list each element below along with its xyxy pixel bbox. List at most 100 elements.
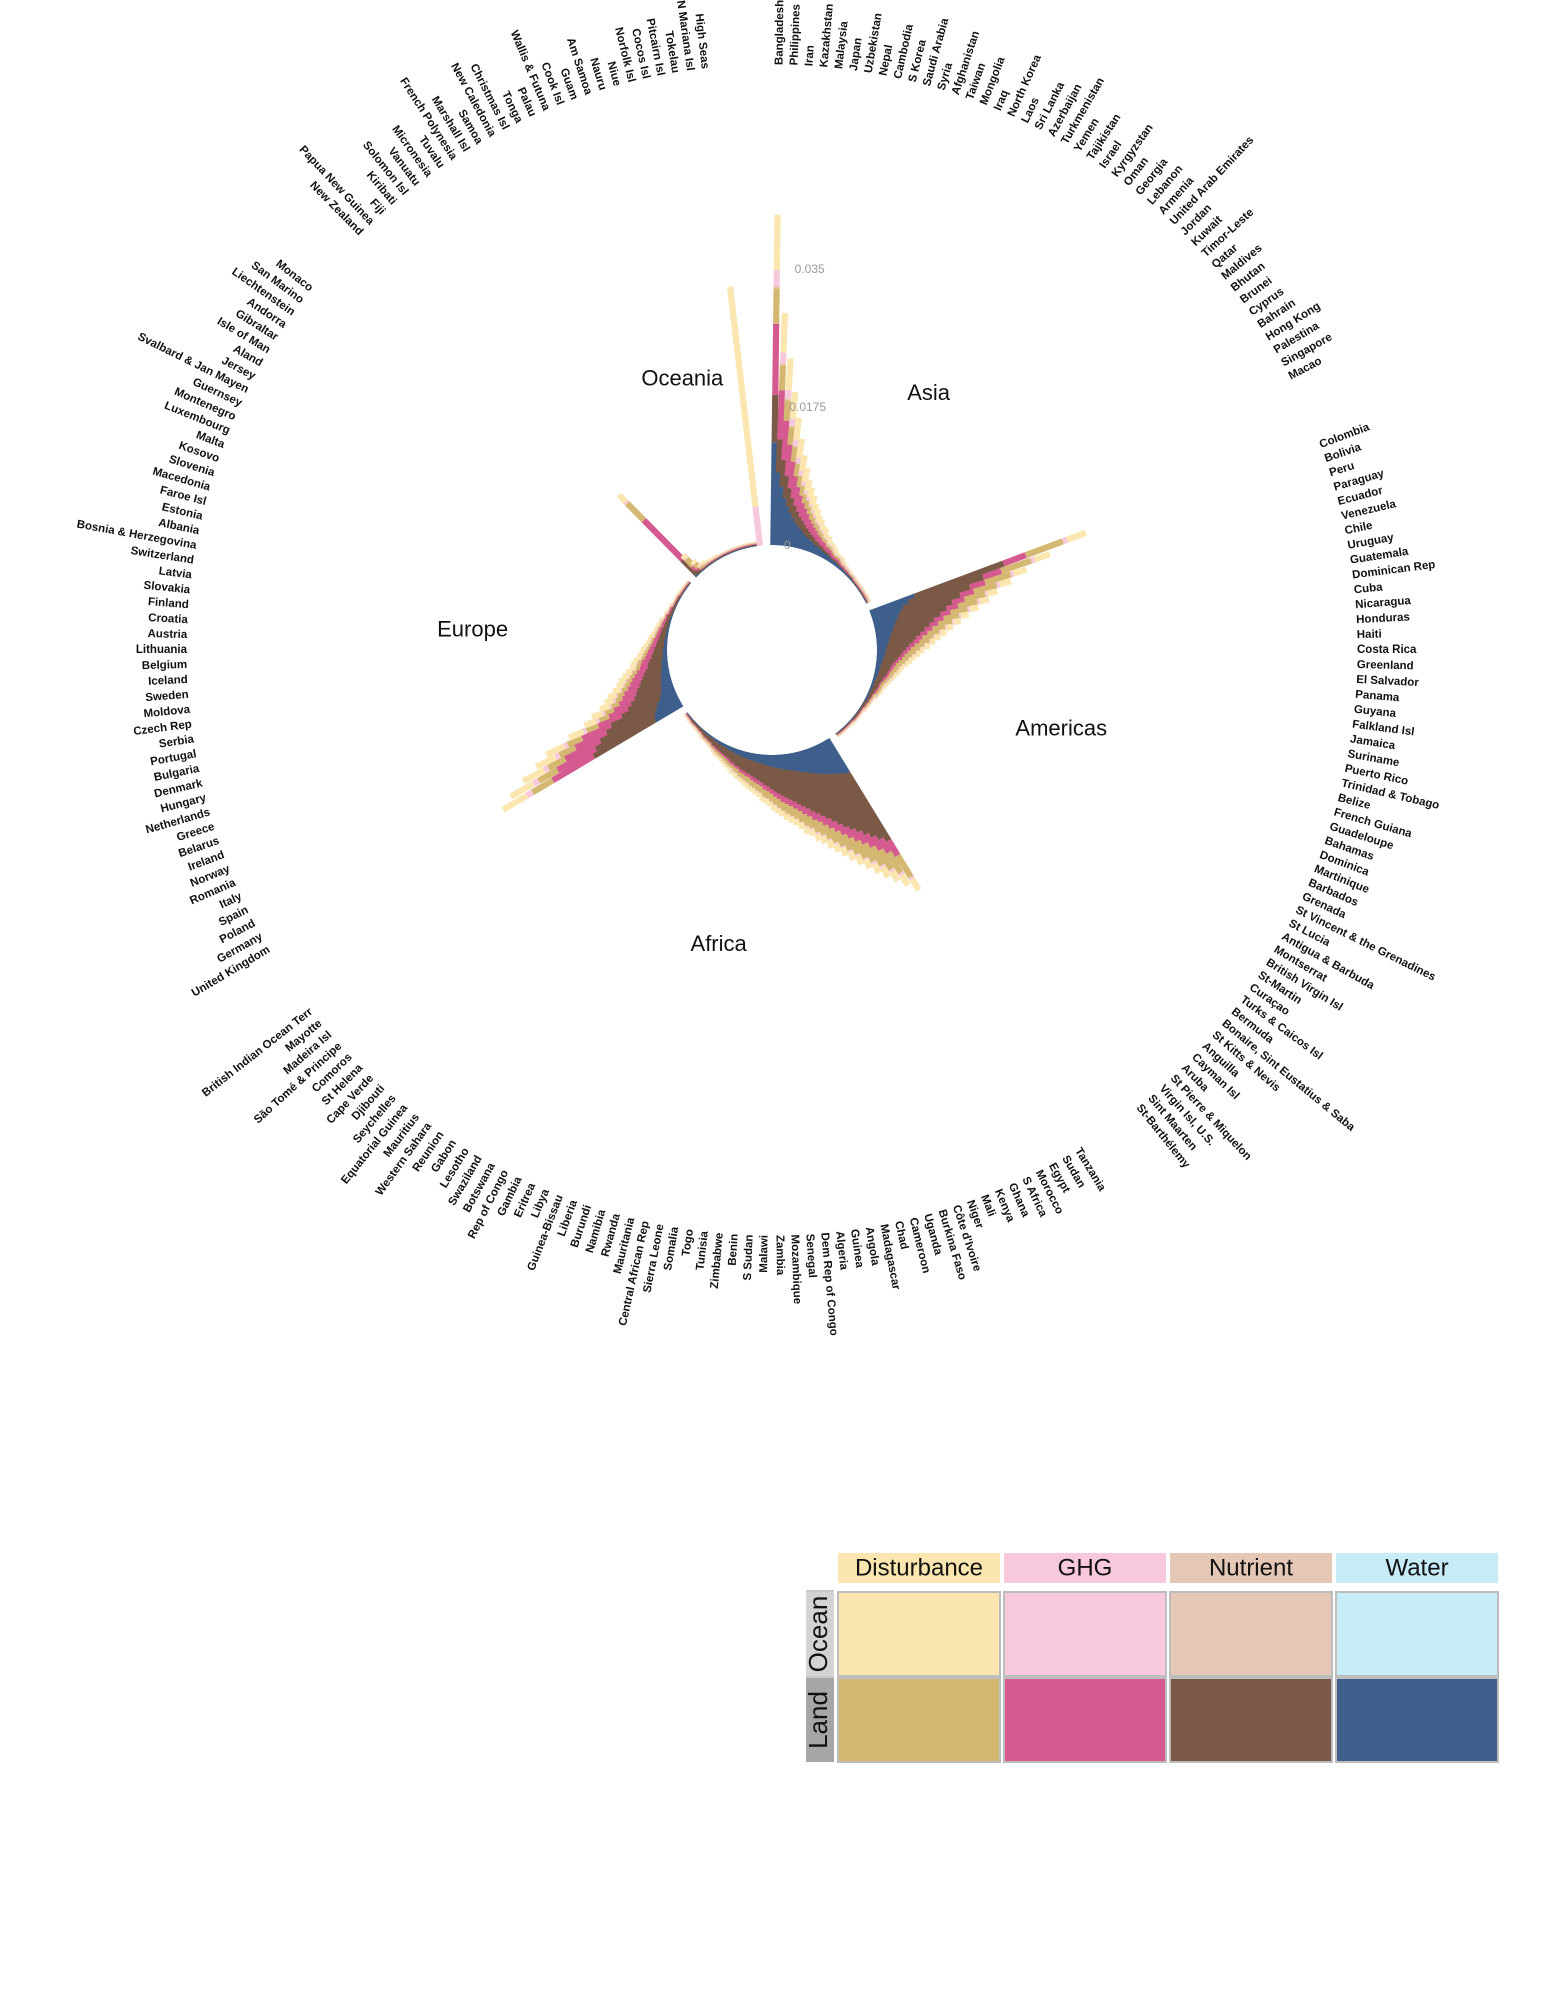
- segment-land-disturbance: [957, 598, 979, 610]
- segment-land-ghg: [836, 823, 847, 836]
- segment-land-ghg: [631, 673, 643, 683]
- segment-ocean-disturbance: [863, 858, 873, 870]
- country-label-nicaragua: Nicaragua: [1355, 595, 1412, 611]
- segment-land-nutrient: [773, 768, 781, 794]
- segment-ocean-disturbance: [804, 478, 813, 492]
- segment-land-nutrient: [817, 773, 843, 826]
- segment-ocean-disturbance: [819, 524, 827, 531]
- segment-ocean-disturbance: [796, 438, 805, 459]
- segment-land-disturbance: [895, 662, 902, 670]
- segment-ocean-ghg: [862, 857, 869, 861]
- bar-british-indian-ocean-terr: [683, 712, 692, 721]
- bar-poland: [521, 696, 681, 784]
- segment-land-nutrient: [825, 773, 856, 831]
- segment-land-disturbance: [816, 821, 826, 836]
- segment-ocean-disturbance: [840, 558, 847, 564]
- segment-land-disturbance: [778, 801, 786, 811]
- segment-ocean-ghg: [692, 561, 698, 567]
- segment-ocean-disturbance: [817, 518, 826, 526]
- country-label-lithuania: Lithuania: [136, 644, 188, 656]
- segment-ocean-disturbance: [853, 574, 859, 580]
- segment-ocean-disturbance: [622, 672, 629, 681]
- segment-land-disturbance: [597, 712, 610, 723]
- segment-land-disturbance: [726, 763, 734, 769]
- segment-land-ghg: [596, 712, 623, 729]
- bar-macao: [863, 595, 872, 604]
- country-label-togo: Togo: [680, 1228, 696, 1257]
- segment-land-disturbance: [822, 824, 833, 840]
- segment-land-ghg: [641, 656, 650, 664]
- bar-new-zealand: [616, 492, 701, 578]
- segment-ocean-disturbance: [899, 873, 911, 887]
- segment-ocean-disturbance: [718, 759, 726, 764]
- legend-row-label-ocean: Ocean: [803, 1596, 833, 1673]
- segment-land-disturbance: [800, 813, 810, 827]
- segment-ocean-ghg: [995, 581, 1001, 589]
- segment-land-disturbance: [734, 770, 742, 777]
- legend-row-label-land: Land: [803, 1691, 833, 1749]
- legend-swatch-land-ghg: [1003, 1677, 1167, 1763]
- segment-land-ghg: [813, 812, 823, 823]
- segment-land-ghg: [863, 832, 876, 849]
- segment-land-ghg: [621, 690, 637, 701]
- segment-ocean-ghg: [601, 709, 606, 717]
- legend-header-label: GHG: [1058, 1554, 1113, 1581]
- segment-land-ghg: [939, 609, 952, 619]
- segment-land-ghg: [639, 662, 648, 671]
- segment-land-disturbance: [740, 775, 748, 781]
- bar-bolivia: [870, 551, 1051, 619]
- bar-tanzania: [824, 737, 922, 892]
- segment-ocean-disturbance: [785, 358, 794, 391]
- segment-land-nutrient: [806, 772, 826, 818]
- country-label-angola: Angola: [863, 1226, 881, 1267]
- segment-ocean-disturbance: [840, 846, 849, 857]
- segment-ocean-disturbance: [599, 703, 611, 713]
- segment-ocean-disturbance: [739, 780, 747, 785]
- segment-land-ghg: [982, 568, 1003, 581]
- r-tick-label: 0.035: [795, 262, 825, 276]
- segment-ocean-disturbance: [603, 697, 615, 706]
- country-label-guinea: Guinea: [848, 1228, 865, 1269]
- country-label-belgium: Belgium: [142, 659, 188, 672]
- bar-bangladesh: [770, 214, 781, 546]
- segment-land-nutrient: [775, 439, 784, 473]
- segment-land-disturbance: [603, 706, 615, 716]
- bar-venezuela: [873, 596, 990, 630]
- segment-land-disturbance: [847, 836, 861, 856]
- segment-ocean-disturbance: [946, 623, 954, 631]
- segment-ocean-ghg: [525, 789, 534, 799]
- legend-header-disturbance: [838, 1553, 1000, 1583]
- segment-land-ghg: [607, 705, 629, 719]
- segment-ocean-ghg: [789, 418, 796, 427]
- segment-land-ghg: [741, 771, 748, 777]
- segment-ocean-disturbance: [1012, 566, 1028, 577]
- segment-land-ghg: [786, 799, 794, 807]
- region-label-asia: Asia: [907, 380, 951, 405]
- legend-swatch-land-nutrient: [1169, 1677, 1333, 1763]
- segment-land-ghg: [929, 621, 939, 629]
- segment-ocean-disturbance: [690, 558, 698, 566]
- country-label-austria: Austria: [147, 628, 188, 641]
- segment-land-ghg: [945, 603, 959, 613]
- segment-ocean-disturbance: [953, 617, 962, 625]
- segment-ocean-ghg: [562, 741, 570, 750]
- segment-land-nutrient: [776, 768, 785, 796]
- segment-ocean-disturbance: [726, 767, 733, 771]
- segment-land-disturbance: [886, 850, 904, 875]
- legend-swatch-ocean-nutrient: [1169, 1591, 1333, 1677]
- bar-philippines: [772, 312, 789, 546]
- segment-land-nutrient: [801, 524, 810, 534]
- segment-land-nutrient: [789, 770, 801, 805]
- segment-land-disturbance: [893, 665, 899, 673]
- segment-land-disturbance: [791, 808, 799, 820]
- segment-ocean-ghg: [554, 752, 562, 761]
- segment-land-ghg: [556, 746, 598, 773]
- segment-land-ghg: [849, 828, 861, 843]
- segment-land-nutrient: [898, 599, 954, 620]
- segment-land-disturbance: [937, 619, 953, 628]
- segment-ocean-disturbance: [745, 785, 753, 790]
- segment-ocean-ghg: [976, 598, 981, 605]
- segment-land-ghg: [969, 579, 987, 591]
- segment-ocean-disturbance: [728, 770, 735, 775]
- legend-swatch-land-disturbance: [837, 1677, 1001, 1763]
